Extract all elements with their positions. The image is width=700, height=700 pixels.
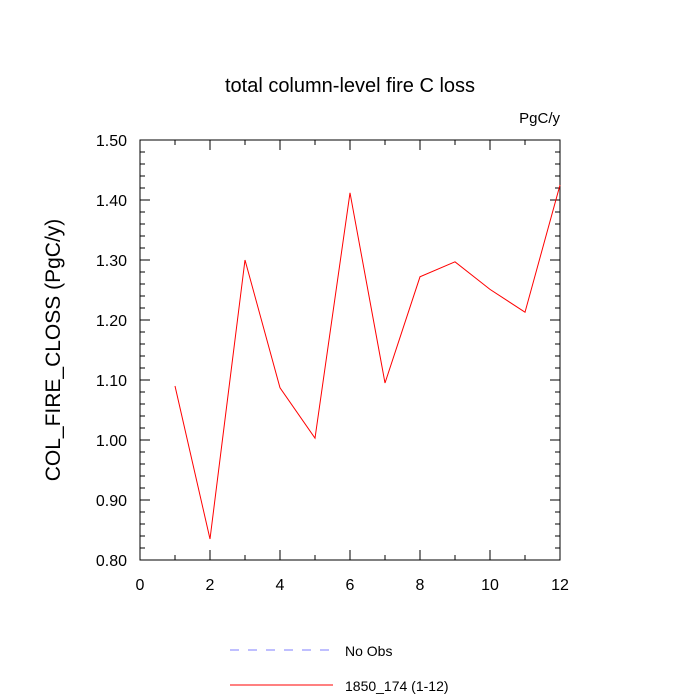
- units-label: PgC/y: [519, 110, 560, 127]
- axis-ticks: 0 2 4 6 8 10 12 0.80 0.90 1.00 1.10 1.20 1.30 1.40 1.5…: [96, 133, 569, 594]
- series-lines: [174, 184, 561, 540]
- y-tick-label: 1.50: [96, 133, 127, 150]
- x-tick-label: 4: [276, 577, 285, 594]
- series-line: [174, 184, 561, 540]
- x-tick-label: 6: [346, 577, 355, 594]
- plot-border: [139, 139, 561, 561]
- x-tick-label: 10: [481, 577, 499, 594]
- x-tick-label: 8: [416, 577, 425, 594]
- x-tick-label: 0: [136, 577, 145, 594]
- x-tick-label: 12: [551, 577, 569, 594]
- legend-label: No Obs: [345, 643, 392, 659]
- y-tick-label: 1.40: [96, 193, 127, 210]
- plot-frame: [139, 139, 561, 561]
- chart-title: total column-level fire C loss: [225, 75, 475, 97]
- y-axis-label: COL_FIRE_CLOSS (PgC/y): [42, 219, 65, 482]
- y-tick-label: 0.90: [96, 493, 127, 510]
- legend: No Obs 1850_174 (1-12): [230, 643, 449, 694]
- legend-label: 1850_174 (1-12): [345, 678, 449, 694]
- y-tick-label: 0.80: [96, 553, 127, 570]
- y-tick-label: 1.00: [96, 433, 127, 450]
- y-tick-label: 1.10: [96, 373, 127, 390]
- y-tick-label: 1.20: [96, 313, 127, 330]
- x-tick-label: 2: [206, 577, 215, 594]
- y-tick-label: 1.30: [96, 253, 127, 270]
